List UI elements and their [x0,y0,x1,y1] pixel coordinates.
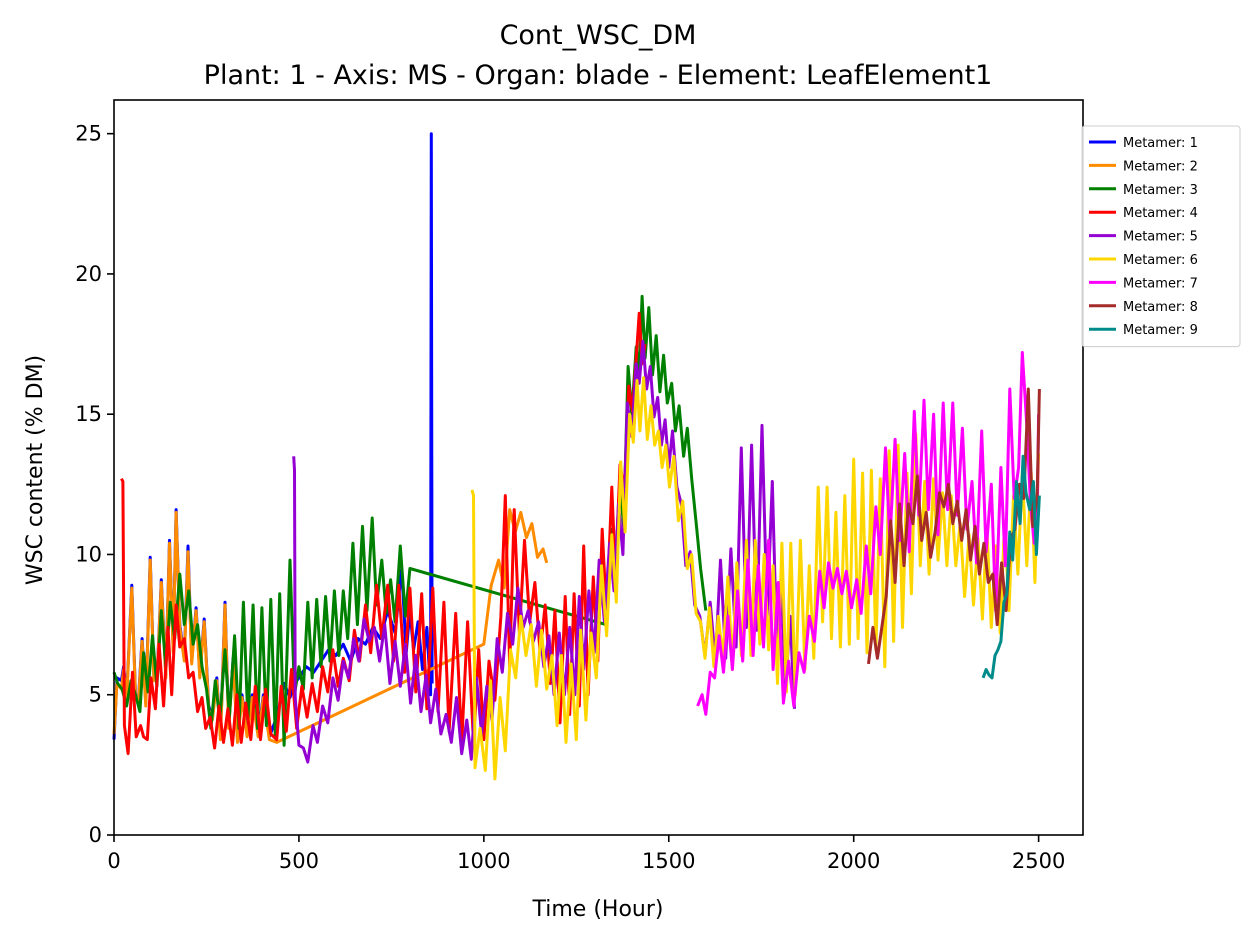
series-layer [112,132,1041,781]
legend-label-metamer-4: Metamer: 4 [1123,206,1198,221]
legend-label-metamer-6: Metamer: 6 [1123,253,1198,268]
y-axis-label: WSC content (% DM) [23,355,48,585]
legend: Metamer: 1 Metamer: 2 Metamer: 3 Metamer: 4… [1081,125,1241,348]
x-axis-label: Time (Hour) [532,897,664,922]
legend-label-metamer-3: Metamer: 3 [1123,183,1198,198]
legend-label-metamer-1: Metamer: 1 [1123,136,1198,151]
series-line-metamer-4 [120,311,647,756]
series-line-metamer-7 [696,351,1041,716]
y-tick-label: 0 [89,823,102,847]
plot-frame [113,99,1084,836]
x-tick-label: 2500 [1012,849,1065,873]
legend-box [1081,125,1241,348]
chart-subtitle: Plant: 1 - Axis: MS - Organ: blade - Ele… [204,60,993,91]
legend-label-metamer-5: Metamer: 5 [1123,230,1198,245]
legend-label-metamer-7: Metamer: 7 [1123,276,1198,291]
x-tick-label: 0 [107,849,120,873]
y-tick-label: 25 [75,122,102,146]
legend-label-metamer-2: Metamer: 2 [1123,159,1198,174]
legend-label-metamer-9: Metamer: 9 [1123,323,1198,338]
legend-label-metamer-8: Metamer: 8 [1123,300,1198,315]
y-tick-label: 10 [75,542,102,566]
axis-layer: 0 500 1000 1500 2000 2500 0 5 10 15 20 25 [75,99,1084,873]
x-tick-label: 1500 [642,849,695,873]
y-tick-label: 15 [75,402,102,426]
y-tick-label: 20 [75,262,102,286]
x-tick-label: 500 [279,849,319,873]
series-line-metamer-9 [981,454,1041,680]
chart-title: Cont_WSC_DM [500,20,697,51]
x-tick-label: 1000 [457,849,510,873]
y-tick-label: 5 [89,683,102,707]
x-tick-label: 2000 [827,849,880,873]
